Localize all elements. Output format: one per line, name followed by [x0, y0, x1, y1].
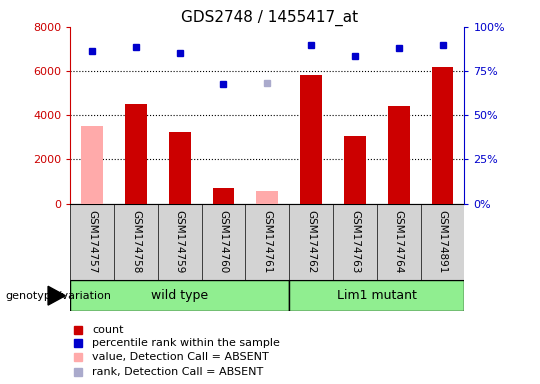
Text: GSM174757: GSM174757 — [87, 210, 97, 273]
Bar — [125, 104, 147, 204]
Text: GSM174763: GSM174763 — [350, 210, 360, 273]
Bar — [213, 188, 234, 204]
Text: value, Detection Call = ABSENT: value, Detection Call = ABSENT — [92, 352, 268, 362]
Text: GSM174760: GSM174760 — [219, 210, 228, 273]
Text: rank, Detection Call = ABSENT: rank, Detection Call = ABSENT — [92, 367, 263, 377]
Text: percentile rank within the sample: percentile rank within the sample — [92, 338, 280, 348]
Text: GSM174761: GSM174761 — [262, 210, 272, 273]
Text: GSM174758: GSM174758 — [131, 210, 141, 273]
Text: Lim1 mutant: Lim1 mutant — [337, 289, 417, 302]
Bar — [388, 106, 410, 204]
Text: GSM174762: GSM174762 — [306, 210, 316, 273]
Text: count: count — [92, 325, 123, 335]
Text: genotype/variation: genotype/variation — [5, 291, 111, 301]
Bar — [431, 67, 454, 204]
Polygon shape — [48, 286, 65, 305]
Text: GSM174759: GSM174759 — [175, 210, 185, 273]
Bar — [70, 280, 289, 311]
Text: GSM174764: GSM174764 — [394, 210, 404, 273]
Bar — [344, 136, 366, 204]
Text: wild type: wild type — [151, 289, 208, 302]
Bar — [256, 191, 278, 204]
Bar — [168, 132, 191, 204]
Text: GSM174891: GSM174891 — [437, 210, 448, 273]
Bar — [81, 126, 103, 204]
Bar — [300, 76, 322, 204]
Text: GDS2748 / 1455417_at: GDS2748 / 1455417_at — [181, 10, 359, 26]
Bar — [289, 280, 464, 311]
